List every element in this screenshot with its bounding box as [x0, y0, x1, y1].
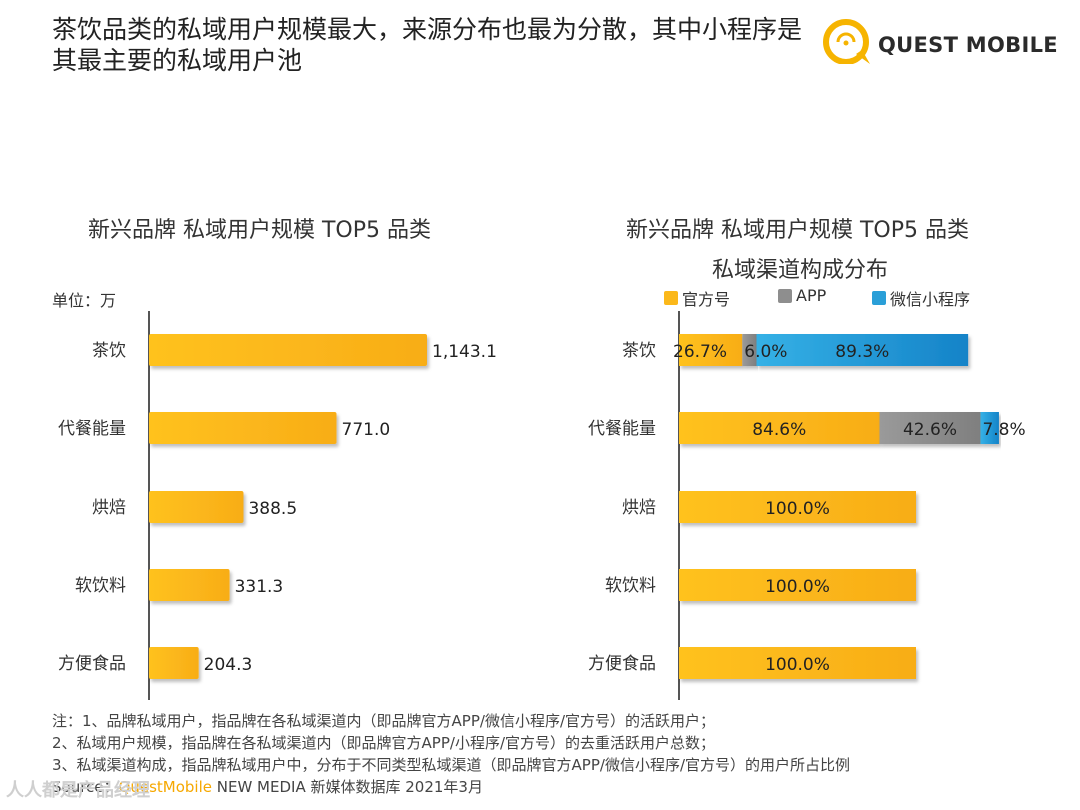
- left-category-label: 茶饮: [92, 341, 126, 361]
- right-segment-app: [879, 412, 981, 444]
- legend-item-official: 官方号: [664, 286, 730, 310]
- unit-label: 单位：万: [52, 291, 117, 310]
- right-category-label: 方便食品: [588, 654, 656, 674]
- source-label: Source：: [52, 778, 119, 796]
- right-segment-label: 26.7%: [673, 342, 727, 362]
- right-segment-official: [679, 647, 916, 679]
- legend-label-miniprogram: 微信小程序: [890, 290, 971, 309]
- left-category-label: 方便食品: [58, 654, 126, 674]
- left-value-label: 1,143.1: [432, 342, 497, 362]
- right-segment-app: [742, 334, 757, 366]
- left-chart-title: 新兴品牌 私域用户规模 TOP5 品类: [88, 218, 431, 243]
- left-category-label: 代餐能量: [58, 419, 126, 439]
- right-category-label: 代餐能量: [588, 419, 656, 439]
- legend-swatch-miniprogram: [872, 291, 886, 305]
- left-value-label: 771.0: [342, 420, 391, 440]
- logo-arc: [836, 32, 856, 43]
- right-segment-miniprogram: [756, 334, 969, 366]
- legend-swatch-official: [664, 291, 678, 305]
- legend-label-official: 官方号: [682, 290, 731, 309]
- right-category-label: 烘焙: [622, 498, 656, 518]
- right-segment-official: [679, 334, 743, 366]
- right-segment-label: 100.0%: [765, 499, 830, 519]
- left-category-label: 软饮料: [75, 576, 126, 596]
- right-chart-title: 新兴品牌 私域用户规模 TOP5 品类: [626, 218, 969, 243]
- left-bar: [149, 647, 199, 679]
- logo-dot: [843, 40, 849, 46]
- right-chart-subtitle: 私域渠道构成分布: [712, 258, 889, 283]
- right-segment-label: 7.8%: [982, 420, 1025, 440]
- logo-tail: [856, 50, 870, 64]
- right-segment-miniprogram: [980, 412, 999, 444]
- logo-text: QUEST MOBILE: [878, 33, 1058, 57]
- right-segment-label: 84.6%: [752, 420, 806, 440]
- right-segment-label: 100.0%: [765, 655, 830, 675]
- left-value-label: 204.3: [204, 655, 253, 675]
- right-segment-official: [679, 569, 916, 601]
- right-segment-label: 100.0%: [765, 577, 830, 597]
- left-bar: [149, 334, 427, 366]
- legend-item-app: APP: [778, 286, 826, 305]
- legend-swatch-app: [778, 288, 792, 303]
- note-2: 2、私域用户规模，指品牌在各私域渠道内（即品牌官方APP/小程序/官方号）的去重…: [52, 734, 716, 752]
- legend-item-miniprogram: 微信小程序: [872, 286, 970, 310]
- right-segment-official: [679, 412, 880, 444]
- right-category-label: 茶饮: [622, 341, 656, 361]
- quest-mobile-logo: [823, 19, 870, 64]
- source-rest: NEW MEDIA 新媒体数据库 2021年3月: [211, 778, 483, 796]
- footnotes: 注：1、品牌私域用户，指品牌在各私域渠道内（即品牌官方APP/微信小程序/官方号…: [52, 710, 1062, 798]
- source-brand: QuestMobile: [118, 778, 212, 796]
- watermark: 人人都是产品经理: [6, 780, 150, 801]
- right-segment-label: 42.6%: [903, 420, 957, 440]
- note-1: 注：1、品牌私域用户，指品牌在各私域渠道内（即品牌官方APP/微信小程序/官方号…: [52, 712, 716, 730]
- page-title: 茶饮品类的私域用户规模最大，来源分布也最为分散，其中小程序是其最主要的私域用户池: [52, 15, 803, 75]
- legend-label-app: APP: [796, 286, 827, 305]
- right-segment-label: 89.3%: [835, 342, 889, 362]
- right-category-label: 软饮料: [605, 576, 656, 596]
- left-value-label: 388.5: [248, 499, 297, 519]
- right-segment-official: [679, 491, 916, 523]
- left-bar: [149, 412, 337, 444]
- left-bar: [149, 569, 230, 601]
- right-segment-label: 6.0%: [744, 342, 787, 362]
- left-bar: [149, 491, 244, 523]
- left-value-label: 331.3: [235, 577, 284, 597]
- source-line: Source：QuestMobile NEW MEDIA 新媒体数据库 2021…: [52, 776, 1062, 798]
- logo-ring: [823, 19, 869, 64]
- note-3: 3、私域渠道构成，指品牌私域用户中，分布于不同类型私域渠道（即品牌官方APP/微…: [52, 756, 851, 774]
- left-category-label: 烘焙: [92, 498, 126, 518]
